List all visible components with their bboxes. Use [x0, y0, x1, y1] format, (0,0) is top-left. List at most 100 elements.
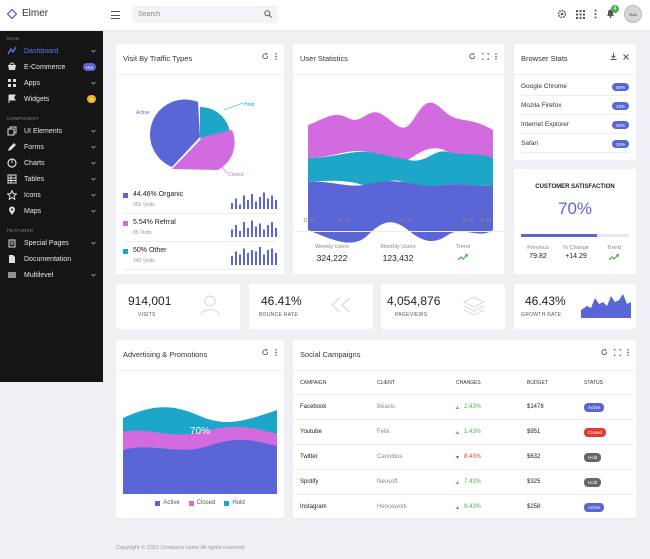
status-badge: Hold	[584, 478, 602, 487]
sidebar-item-label: Apps	[24, 79, 40, 87]
more-vertical-icon[interactable]	[275, 349, 277, 356]
table-row[interactable]: Instagram Hencework ▴ 9.43% $258 Active	[293, 495, 634, 520]
mini-bar	[259, 197, 261, 209]
browser-row[interactable]: Safari 10%	[521, 134, 629, 153]
wave-blue	[123, 439, 277, 494]
star-icon	[7, 190, 17, 200]
sidebar-item-charts[interactable]: Charts	[0, 155, 103, 171]
chevron-down-icon	[91, 160, 96, 167]
sidebar-item-label: Widgets	[24, 95, 50, 103]
sidebar-item-apps[interactable]: Apps	[0, 75, 103, 91]
mini-bar	[231, 203, 233, 209]
sidebar-item-multilevel[interactable]: Multilevel	[0, 267, 103, 283]
stream-magenta	[308, 102, 493, 164]
mini-bar	[263, 192, 265, 209]
stream-cyan	[308, 151, 493, 187]
x-axis-label: 11:26	[461, 218, 474, 224]
sidebar-item-ui-elements[interactable]: UI Elements	[0, 123, 103, 139]
avatar[interactable]: Rob	[624, 5, 642, 23]
settings-gear-icon[interactable]	[557, 9, 567, 19]
mini-bar	[255, 251, 257, 265]
more-vertical-icon[interactable]	[594, 9, 597, 19]
mini-bar	[251, 194, 253, 209]
brand[interactable]: Elmer	[7, 8, 48, 19]
close-icon[interactable]	[623, 53, 629, 60]
column-header[interactable]: CLIENT	[377, 380, 395, 386]
sidebar-item-maps[interactable]: Maps	[0, 203, 103, 219]
column-header[interactable]: BUDGET	[527, 380, 548, 386]
sidebar-item-label: UI Elements	[24, 127, 63, 135]
more-vertical-icon[interactable]	[495, 53, 497, 60]
browser-row[interactable]: Google Chrome 50%	[521, 77, 629, 96]
pencil-icon	[7, 142, 17, 152]
shop-icon	[7, 62, 17, 72]
customer-satisfaction-card: CUSTOMER SATISFACTION 70% Previous 79.82…	[514, 169, 636, 274]
table-row[interactable]: Spotify Neosoft ▴ 7.43% $325 Hold	[293, 470, 634, 495]
notification-badge: 4	[611, 5, 619, 13]
table-row[interactable]: Youtube Felix ▴ 1.43% $951 Closed	[293, 420, 634, 445]
search-icon[interactable]	[264, 10, 272, 18]
more-vertical-icon[interactable]	[627, 349, 629, 356]
campaign-name: Instagram	[300, 504, 327, 510]
user-icon	[200, 295, 220, 316]
logo-icon	[7, 8, 17, 19]
growth-sparkline	[581, 294, 631, 318]
fullscreen-icon[interactable]	[614, 349, 621, 356]
footer: Copyright © 2021 Company name All rights…	[116, 545, 245, 551]
card-title: Browser Stats	[521, 54, 568, 63]
sidebar-item-tables[interactable]: Tables	[0, 171, 103, 187]
browser-name: Safari	[521, 140, 538, 147]
column-header[interactable]: STATUS	[584, 380, 603, 386]
legend-swatch	[155, 500, 161, 506]
x-axis-label: 11:19	[400, 218, 413, 224]
sidebar-item-special-pages[interactable]: Special Pages	[0, 235, 103, 251]
budget-value: $325	[527, 479, 541, 485]
mini-bar	[239, 204, 241, 209]
sidebar-item-e-commerce[interactable]: E-Commerce Hot	[0, 59, 103, 75]
arrows-icon	[330, 297, 351, 313]
sidebar-item-icons[interactable]: Icons	[0, 187, 103, 203]
refresh-icon[interactable]	[469, 53, 476, 60]
kpi-pageviews-card: 4,054,876 PAGEVIEWS	[381, 284, 505, 329]
sidebar-item-forms[interactable]: Forms	[0, 139, 103, 155]
search-input[interactable]	[132, 6, 252, 23]
grid-apps-icon[interactable]	[576, 9, 585, 19]
table-row[interactable]: Facebook Beavis ▴ 2.43% $1478 Active	[293, 395, 634, 420]
more-vertical-icon[interactable]	[275, 53, 277, 60]
status-badge: Closed	[584, 428, 607, 437]
browser-row[interactable]: Mozila Firefox 10%	[521, 96, 629, 115]
mini-bar	[235, 225, 237, 237]
menu-toggle-icon[interactable]	[111, 11, 120, 19]
sidebar-item-dashboard[interactable]: Dashboard	[0, 43, 103, 59]
chevron-down-icon	[91, 128, 96, 135]
table-icon	[7, 174, 17, 184]
refresh-icon[interactable]	[601, 349, 608, 356]
copy-icon	[7, 126, 17, 136]
notifications[interactable]: 4	[606, 5, 619, 20]
budget-value: $258	[527, 504, 541, 510]
pie-label-closed: Closed	[228, 172, 244, 178]
column-header[interactable]: CAMPAIGN	[300, 380, 327, 386]
stream-blue	[308, 181, 493, 243]
refresh-icon[interactable]	[262, 349, 269, 356]
download-icon[interactable]	[610, 53, 617, 60]
browser-percent-badge: 10%	[611, 102, 629, 110]
table-row[interactable]: Twitter Cannibus ▾ 8.43% $632 Hold	[293, 445, 634, 470]
legend-swatch	[188, 500, 194, 506]
kpi-growth-card: 46.43% GROWTH RATE	[514, 284, 636, 329]
pages-icon	[7, 238, 17, 248]
mini-bar	[231, 256, 233, 265]
trend-up-icon	[457, 253, 469, 261]
advertising-center-value: 70%	[189, 426, 210, 437]
advertising-wave-chart	[123, 407, 277, 494]
sidebar-item-documentation[interactable]: Documentation	[0, 251, 103, 267]
mini-bar	[235, 251, 237, 265]
column-header[interactable]: CHANGES	[456, 380, 481, 386]
mini-bar-chart	[231, 247, 277, 265]
browser-row[interactable]: Internet Explorer 30%	[521, 115, 629, 134]
fullscreen-icon[interactable]	[482, 53, 489, 60]
kpi-value: 46.41%	[261, 294, 302, 308]
sidebar-item-widgets[interactable]: Widgets 9	[0, 91, 103, 107]
change-value: 8.43%	[464, 454, 482, 460]
refresh-icon[interactable]	[262, 53, 269, 60]
